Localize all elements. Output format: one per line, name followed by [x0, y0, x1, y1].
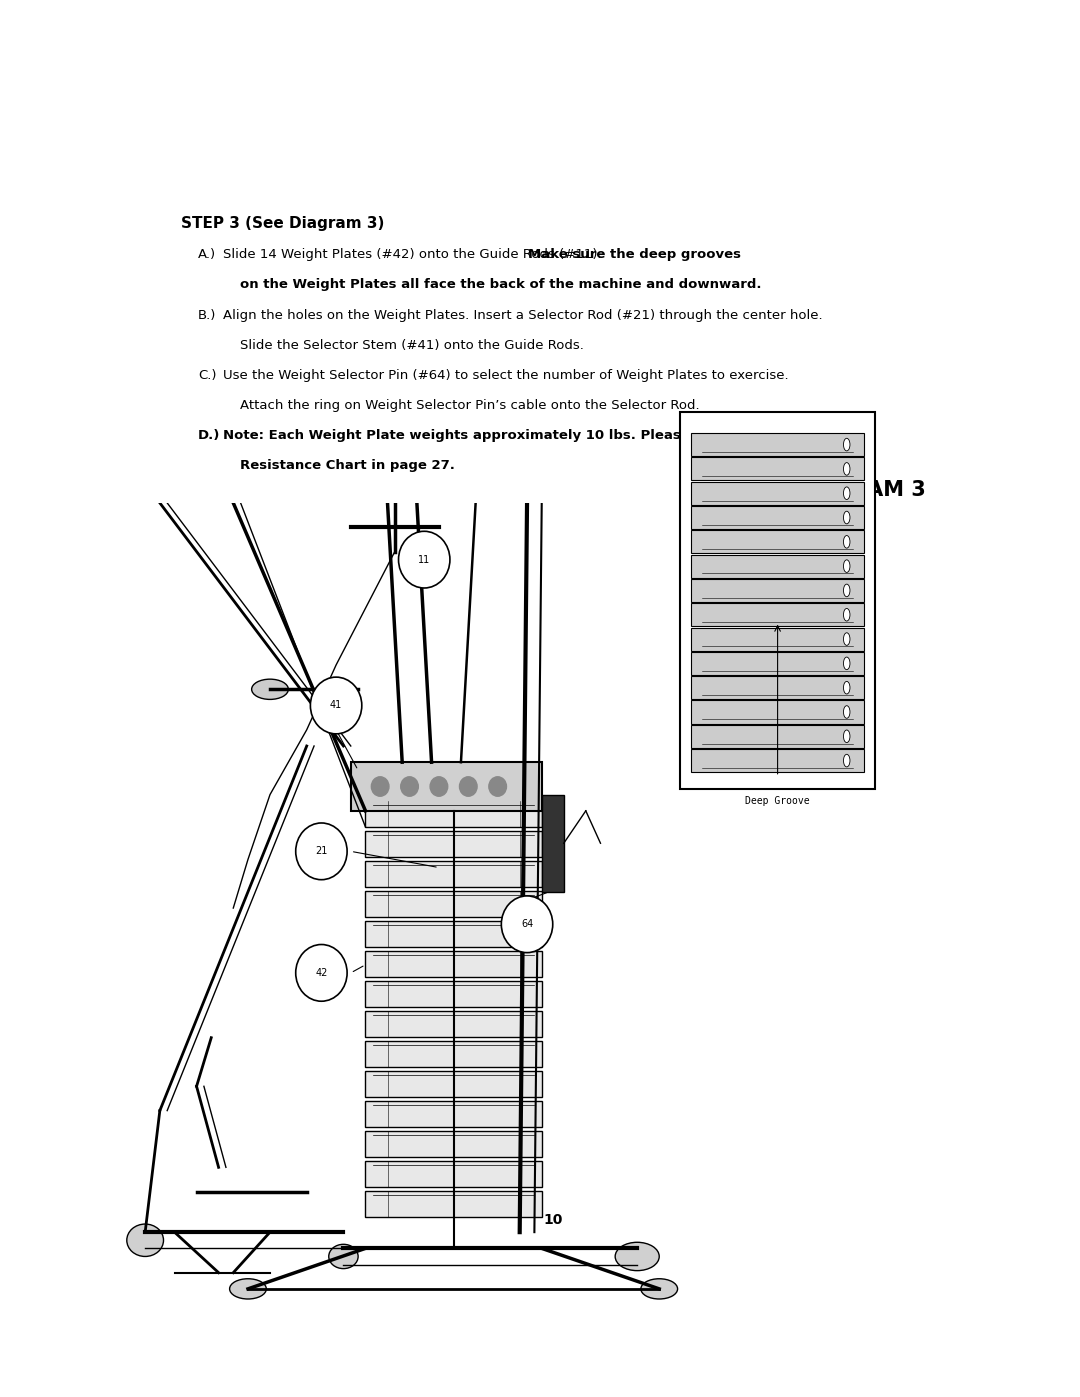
Circle shape [489, 777, 507, 796]
Circle shape [501, 895, 553, 953]
Text: Resistance Chart in page 27.: Resistance Chart in page 27. [240, 460, 455, 472]
Bar [542, 795, 564, 891]
Bar [365, 981, 542, 1007]
Text: Deep Groove: Deep Groove [745, 796, 810, 806]
Bar [365, 951, 542, 977]
Circle shape [843, 560, 850, 573]
Text: D.): D.) [198, 429, 220, 441]
Bar [691, 604, 864, 626]
Ellipse shape [252, 679, 288, 700]
Text: Use the Weight Selector Pin (#64) to select the number of Weight Plates to exerc: Use the Weight Selector Pin (#64) to sel… [222, 369, 788, 381]
Circle shape [372, 777, 389, 796]
Text: on the Weight Plates all face the back of the machine and downward.: on the Weight Plates all face the back o… [240, 278, 761, 292]
Circle shape [843, 462, 850, 475]
Circle shape [401, 777, 418, 796]
Bar [365, 891, 542, 916]
Bar [691, 725, 864, 747]
Bar [365, 921, 542, 947]
Text: C.): C.) [198, 369, 216, 381]
Text: DIAGRAM 3: DIAGRAM 3 [793, 479, 926, 500]
Bar [691, 457, 864, 481]
Bar [351, 763, 542, 810]
Circle shape [843, 609, 850, 622]
Text: Make sure the deep grooves: Make sure the deep grooves [528, 249, 741, 261]
Text: A.): A.) [198, 249, 216, 261]
Bar [365, 1190, 542, 1217]
Text: Attach the ring on Weight Selector Pin’s cable onto the Selector Rod.: Attach the ring on Weight Selector Pin’s… [240, 400, 699, 412]
Circle shape [843, 705, 850, 718]
Text: B.): B.) [198, 309, 216, 321]
Bar [365, 1161, 542, 1187]
Circle shape [843, 584, 850, 597]
Circle shape [399, 531, 450, 588]
Circle shape [843, 511, 850, 524]
Bar [691, 433, 864, 457]
Ellipse shape [640, 1278, 677, 1299]
Text: 41: 41 [330, 700, 342, 711]
Bar [365, 1132, 542, 1157]
Bar [365, 861, 542, 887]
Circle shape [843, 535, 850, 548]
Bar [691, 482, 864, 504]
Bar [691, 676, 864, 698]
Bar [691, 578, 864, 602]
Bar [691, 700, 864, 724]
Bar [691, 506, 864, 529]
Circle shape [843, 633, 850, 645]
Text: Align the holes on the Weight Plates. Insert a Selector Rod (#21) through the ce: Align the holes on the Weight Plates. In… [222, 309, 823, 321]
Circle shape [310, 678, 362, 733]
Bar [691, 555, 864, 578]
Bar [691, 652, 864, 675]
Circle shape [459, 777, 477, 796]
Text: 42: 42 [315, 968, 327, 978]
Bar [365, 800, 542, 827]
Bar [691, 531, 864, 553]
Bar [691, 627, 864, 651]
Circle shape [843, 488, 850, 500]
Circle shape [843, 439, 850, 451]
Circle shape [430, 777, 448, 796]
Bar [365, 1011, 542, 1037]
Text: Slide the Selector Stem (#41) onto the Guide Rods.: Slide the Selector Stem (#41) onto the G… [240, 338, 583, 352]
Ellipse shape [126, 1224, 163, 1256]
Bar [691, 749, 864, 773]
Text: 21: 21 [315, 847, 327, 856]
Bar [365, 1101, 542, 1127]
Text: 64: 64 [521, 919, 534, 929]
Ellipse shape [230, 1278, 267, 1299]
Text: 11: 11 [418, 555, 430, 564]
Circle shape [843, 731, 850, 743]
Text: STEP 3 (See Diagram 3): STEP 3 (See Diagram 3) [181, 217, 384, 231]
Circle shape [843, 657, 850, 669]
Bar [365, 1071, 542, 1097]
Circle shape [296, 944, 347, 1002]
Circle shape [843, 754, 850, 767]
Ellipse shape [616, 1242, 659, 1271]
Circle shape [843, 682, 850, 694]
Text: 10: 10 [544, 1213, 563, 1227]
Ellipse shape [328, 1245, 359, 1268]
Circle shape [296, 823, 347, 880]
Text: Slide 14 Weight Plates (#42) onto the Guide Rods (#11).: Slide 14 Weight Plates (#42) onto the Gu… [222, 249, 606, 261]
Text: Note: Each Weight Plate weights approximately 10 lbs. Please refer to the Weight: Note: Each Weight Plate weights approxim… [222, 429, 838, 441]
Bar [365, 1041, 542, 1067]
Bar [365, 831, 542, 856]
